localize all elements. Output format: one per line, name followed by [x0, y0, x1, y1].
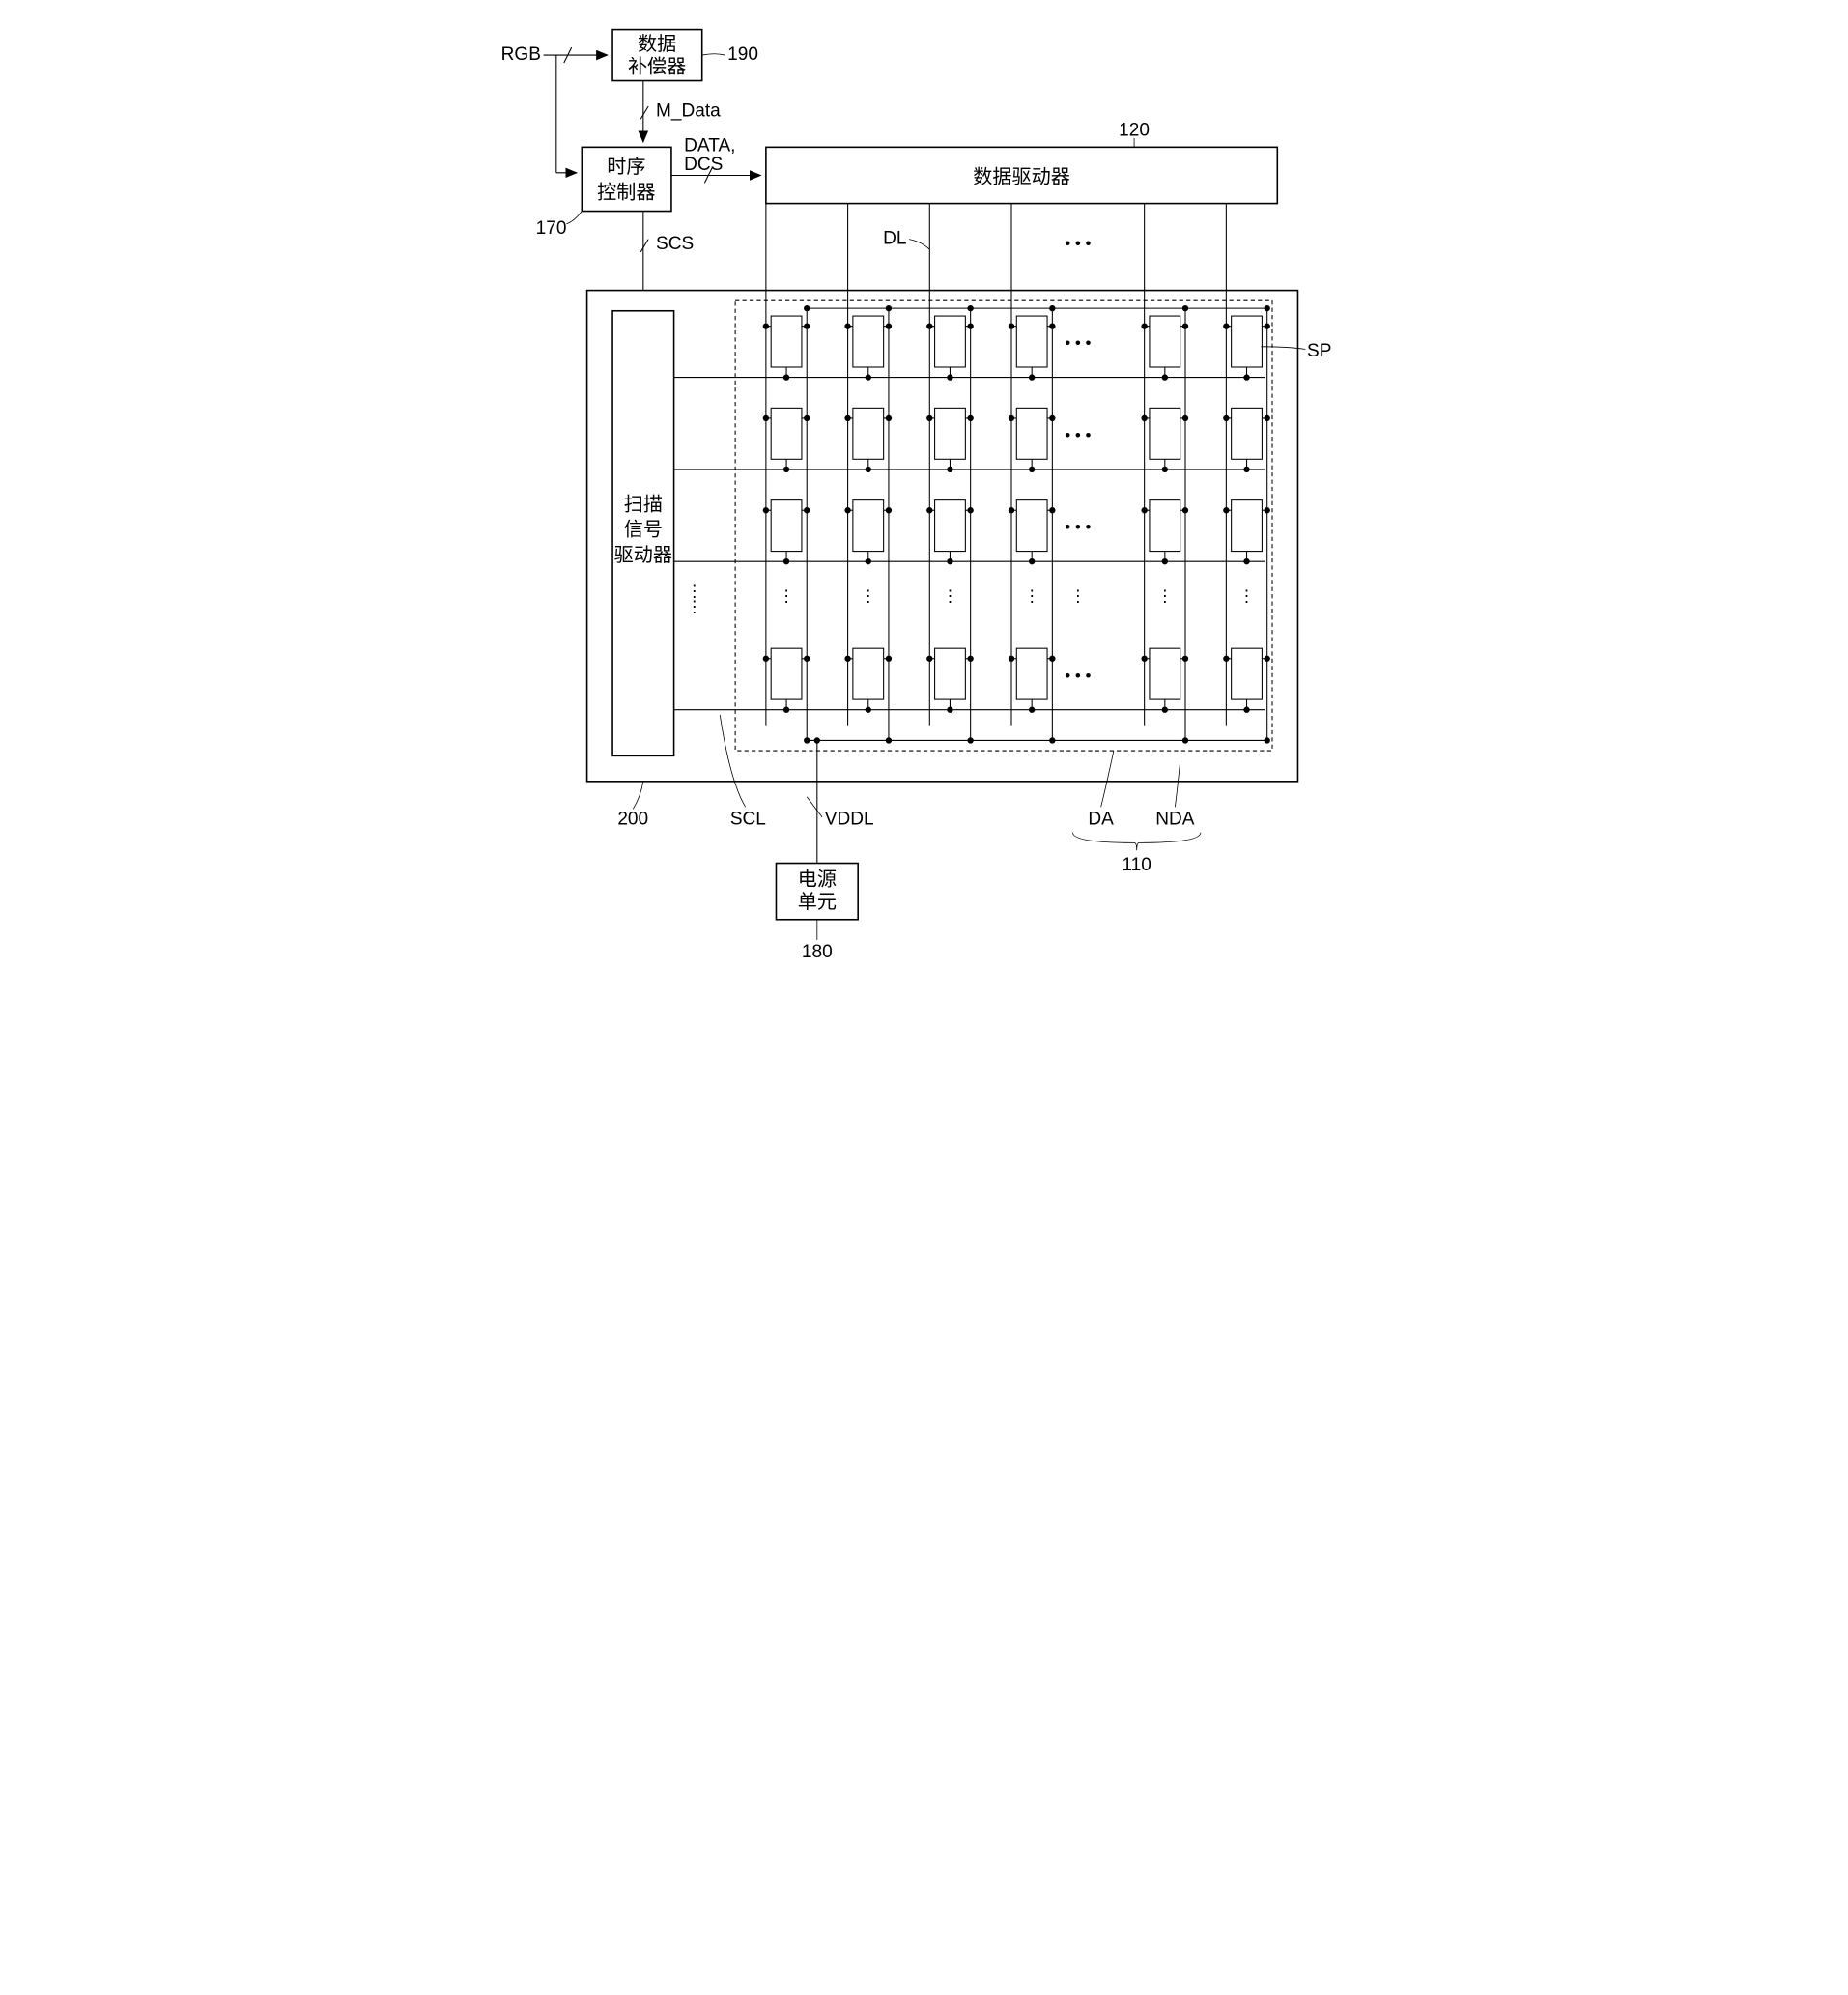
vddl-label: VDDL — [824, 810, 873, 830]
subpixel — [771, 408, 802, 459]
svg-text:• • •: • • • — [1065, 334, 1091, 353]
svg-text:⋮: ⋮ — [778, 587, 794, 606]
data-compensator-label1: 数据 — [638, 33, 676, 55]
rgb-input-label: RGB — [500, 44, 540, 65]
subpixel — [852, 316, 883, 367]
subpixel — [934, 648, 965, 699]
timing-controller-label2: 控制器 — [597, 181, 655, 203]
subpixel — [1149, 500, 1180, 552]
subpixel — [934, 500, 965, 552]
scan-driver-label1: 扫描 — [623, 493, 662, 515]
svg-text:⋮: ⋮ — [942, 587, 958, 606]
subpixel — [1231, 316, 1262, 367]
svg-text:⋮: ⋮ — [1156, 587, 1173, 606]
svg-text:• • •: • • • — [1065, 426, 1091, 444]
svg-text:• • •: • • • — [1065, 234, 1091, 252]
sp-label: SP — [1306, 341, 1330, 361]
subpixel — [934, 408, 965, 459]
mdata-label: M_Data — [656, 100, 721, 121]
scs-label: SCS — [656, 234, 694, 254]
panel-ref: 110 — [1122, 855, 1151, 875]
data-compensator-ref: 190 — [727, 44, 758, 65]
subpixel — [1231, 648, 1262, 699]
data-label1: DATA, — [684, 135, 735, 156]
svg-text:⋮: ⋮ — [860, 587, 876, 606]
subpixel — [1149, 316, 1180, 367]
svg-text:• • •: • • • — [1065, 667, 1091, 685]
scan-driver-label2: 信号 — [623, 519, 662, 541]
svg-text:⋮: ⋮ — [1238, 587, 1255, 606]
scan-driver-label3: 驱动器 — [613, 544, 671, 566]
subpixel — [1016, 648, 1047, 699]
display-panel-active-area — [735, 300, 1272, 751]
subpixel — [1016, 316, 1047, 367]
timing-controller-ref: 170 — [535, 218, 566, 239]
scan-driver-ref: 200 — [617, 810, 648, 830]
data-driver-ref: 120 — [1119, 120, 1150, 140]
subpixel — [1016, 408, 1047, 459]
subpixel — [852, 648, 883, 699]
subpixel — [852, 500, 883, 552]
svg-text:⋮: ⋮ — [686, 597, 702, 615]
data-compensator-label2: 补偿器 — [627, 56, 685, 78]
subpixel — [1231, 500, 1262, 552]
power-unit-label2: 单元 — [797, 891, 836, 913]
subpixel — [771, 500, 802, 552]
subpixel — [1231, 408, 1262, 459]
subpixel — [771, 316, 802, 367]
data-label2: DCS — [684, 155, 723, 175]
svg-text:⋮: ⋮ — [1023, 587, 1039, 606]
dl-label: DL — [883, 229, 906, 249]
subpixel — [852, 408, 883, 459]
timing-controller-label1: 时序 — [607, 156, 645, 178]
power-unit-label1: 电源 — [797, 868, 836, 890]
subpixel — [1149, 408, 1180, 459]
subpixel — [934, 316, 965, 367]
power-unit-ref: 180 — [801, 942, 832, 962]
scl-label: SCL — [729, 810, 765, 830]
data-driver-label: 数据驱动器 — [973, 165, 1070, 187]
subpixel — [771, 648, 802, 699]
nda-label: NDA — [1155, 810, 1195, 830]
subpixel — [1016, 500, 1047, 552]
subpixel — [1149, 648, 1180, 699]
svg-text:• • •: • • • — [1065, 518, 1091, 536]
svg-text:⋮: ⋮ — [1069, 587, 1086, 606]
da-label: DA — [1088, 810, 1114, 830]
circuit-diagram: RGB 数据 补偿器 190 M_Data 时序 控制器 170 DATA, D… — [490, 19, 1359, 991]
